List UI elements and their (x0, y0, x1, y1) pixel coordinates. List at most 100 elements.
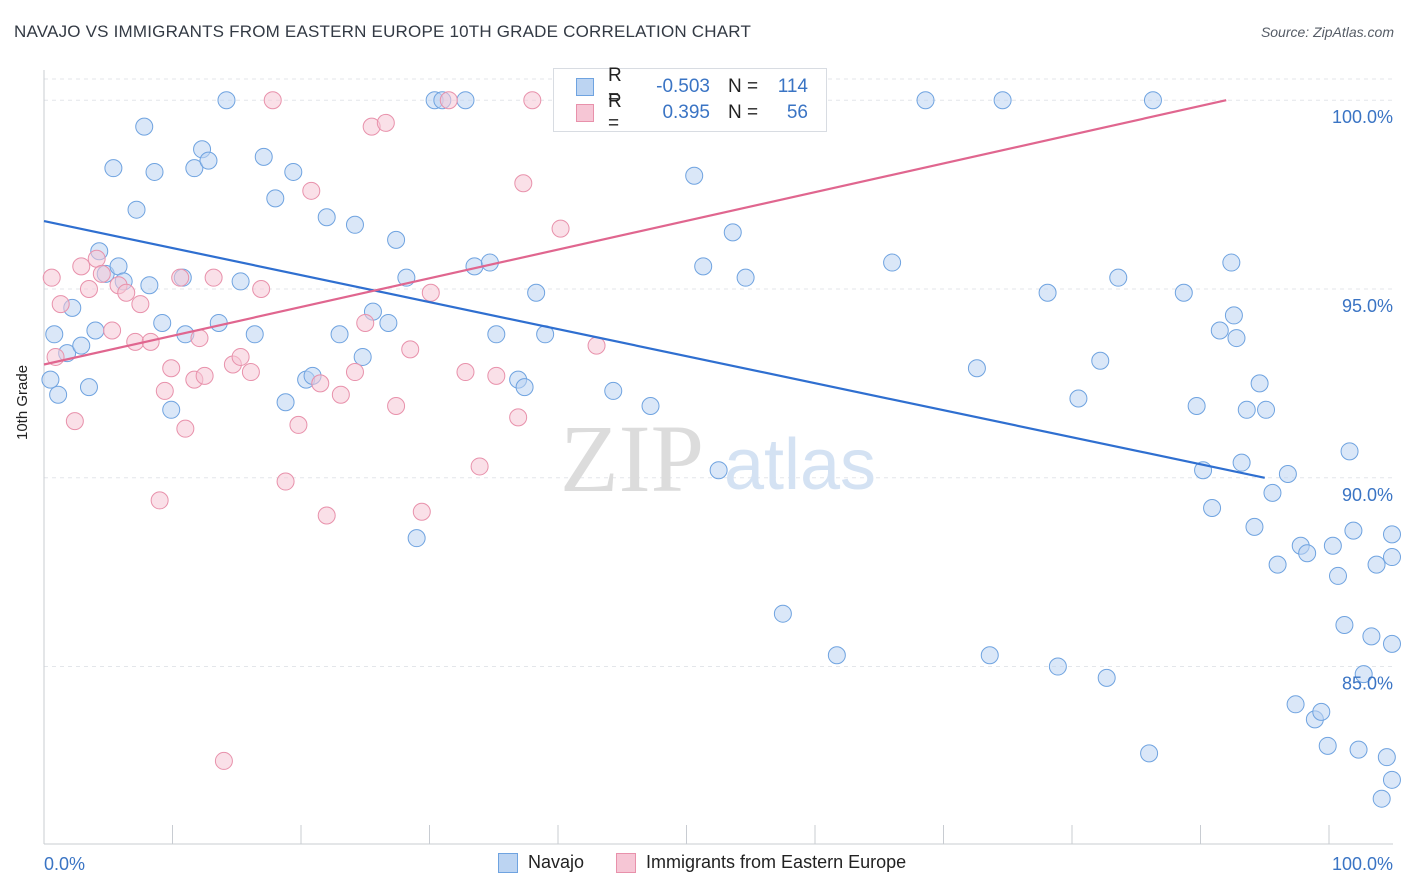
navajo-point (284, 162, 303, 181)
navajo-point (1382, 770, 1401, 789)
navajo-point (694, 257, 713, 276)
navajo-point (1372, 789, 1391, 808)
navajo-point (317, 208, 336, 227)
navajo-point (104, 159, 123, 178)
navajo-point (345, 215, 364, 234)
immigrants-point (176, 419, 195, 438)
immigrants-point (439, 91, 458, 110)
navajo-r-label: R = (608, 65, 622, 108)
immigrants-point (171, 268, 190, 287)
legend-item-immigrants: Immigrants from Eastern Europe (616, 852, 906, 873)
navajo-point (245, 325, 264, 344)
y-tick-label: 100.0% (1332, 107, 1393, 127)
navajo-point (1174, 283, 1193, 302)
navajo-point (135, 117, 154, 136)
navajo-point (1383, 548, 1401, 567)
navajo-point (1278, 464, 1297, 483)
navajo-point (379, 313, 398, 332)
legend-immigrants-swatch (616, 852, 637, 873)
navajo-point (209, 313, 228, 332)
immigrants-trend-line (43, 99, 1227, 366)
navajo-point (1367, 555, 1386, 574)
navajo-point (1312, 702, 1331, 721)
navajo-point (916, 91, 935, 110)
immigrants-point (551, 219, 570, 238)
navajo-point (980, 646, 999, 665)
immigrants-point (345, 363, 364, 382)
navajo-point (827, 646, 846, 665)
navajo-point (641, 397, 660, 416)
navajo-point (1298, 544, 1317, 563)
navajo-point (162, 400, 181, 419)
immigrants-point (376, 113, 395, 132)
navajo-point (1362, 627, 1381, 646)
navajo-point (86, 321, 105, 340)
navajo-point (1237, 400, 1256, 419)
x-tick-label-start: 0.0% (44, 854, 85, 874)
immigrants-point (65, 412, 84, 431)
navajo-point (41, 370, 60, 389)
navajo-point (1109, 268, 1128, 287)
navajo-point (1323, 536, 1342, 555)
legend-navajo-label: Navajo (528, 852, 585, 872)
navajo-n-value: 114 (777, 76, 808, 97)
navajo-point (1227, 329, 1246, 348)
navajo-point (456, 91, 475, 110)
navajo-point (967, 359, 986, 378)
navajo-point (527, 283, 546, 302)
immigrants-point (487, 366, 506, 385)
immigrants-point (150, 491, 169, 510)
immigrants-point (92, 264, 111, 283)
chart-title: NAVAJO VS IMMIGRANTS FROM EASTERN EUROPE… (14, 22, 752, 41)
navajo-point (266, 189, 285, 208)
legend-item-navajo: Navajo (498, 852, 584, 873)
navajo-point (1224, 306, 1243, 325)
navajo-point (685, 166, 704, 185)
x-tick-label-end: 100.0% (1332, 854, 1393, 874)
navajo-point (1187, 397, 1206, 416)
immigrants-point (87, 249, 106, 268)
navajo-point (1250, 374, 1269, 393)
immigrants-point (311, 374, 330, 393)
immigrants-point (231, 347, 250, 366)
navajo-point (1245, 517, 1264, 536)
legend-row-navajo: R = -0.503 N = 114 (576, 65, 808, 108)
series-navajo-points (41, 91, 1401, 808)
immigrants-point (241, 363, 260, 382)
immigrants-point (79, 279, 98, 298)
immigrants-point (509, 408, 528, 427)
navajo-point (1263, 483, 1282, 502)
immigrants-point (412, 502, 431, 521)
navajo-point (1097, 668, 1116, 687)
navajo-point (1140, 744, 1159, 763)
immigrants-point (252, 279, 271, 298)
immigrants-point (401, 340, 420, 359)
immigrants-r-label: R = (608, 91, 622, 134)
immigrants-point (289, 415, 308, 434)
navajo-point (353, 347, 372, 366)
watermark-zip: ZIP (560, 405, 704, 512)
navajo-point (45, 325, 64, 344)
immigrants-point (456, 363, 475, 382)
immigrants-point (214, 751, 233, 770)
navajo-point (1340, 442, 1359, 461)
navajo-point (1268, 555, 1287, 574)
immigrants-n-label: N = (728, 102, 759, 123)
navajo-point (1091, 351, 1110, 370)
immigrants-point (263, 91, 282, 110)
immigrants-point (587, 336, 606, 355)
navajo-point (736, 268, 755, 287)
navajo-point (604, 381, 623, 400)
immigrants-point (155, 381, 174, 400)
navajo-point (1069, 389, 1088, 408)
legend-row-immigrants: R = 0.395 N = 56 (576, 91, 808, 134)
immigrants-point (42, 268, 61, 287)
navajo-point (276, 393, 295, 412)
navajo-point (1344, 521, 1363, 540)
navajo-point (723, 223, 742, 242)
navajo-point (153, 313, 172, 332)
navajo-point (1328, 566, 1347, 585)
trend-lines (43, 99, 1265, 479)
navajo-point (883, 253, 902, 272)
immigrants-point (514, 174, 533, 193)
